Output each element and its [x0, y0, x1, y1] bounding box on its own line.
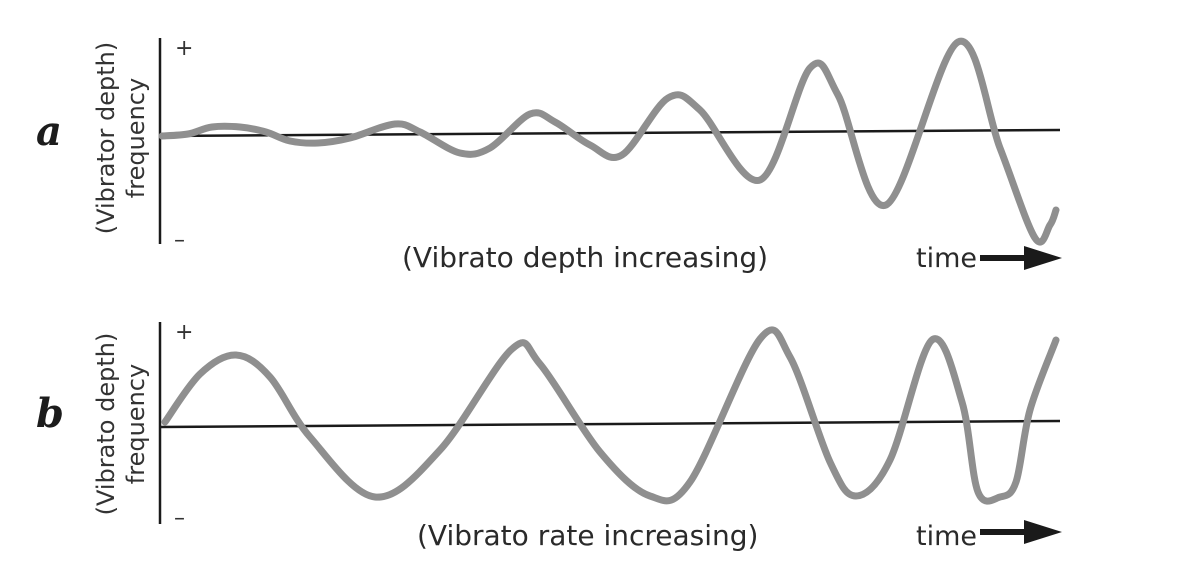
- panel-letter-b: b: [36, 390, 64, 437]
- caption-a: (Vibrato depth increasing): [402, 241, 769, 274]
- plus-sign-b: +: [175, 320, 194, 345]
- plus-sign-a: +: [175, 36, 194, 61]
- time-arrow-b: [980, 520, 1062, 544]
- panel-b: b (Vibrato depth) frequency + – (Vibrato…: [0, 282, 1200, 565]
- minus-sign-a: –: [174, 228, 185, 253]
- panel-a: a (Vibrator depth) frequency + – (Vibrat…: [0, 0, 1200, 282]
- caption-b: (Vibrato rate increasing): [417, 519, 759, 552]
- panel-letter-a: a: [36, 108, 62, 155]
- baseline-a: [159, 128, 1061, 138]
- wave-a: [158, 37, 1060, 246]
- time-arrow-a: [980, 246, 1062, 270]
- baseline-b: [159, 419, 1061, 429]
- plot-a: [158, 37, 1062, 270]
- time-label-a: time: [916, 243, 978, 274]
- plot-b: [158, 322, 1062, 544]
- minus-sign-b: –: [174, 506, 185, 531]
- wave-b: [161, 326, 1060, 505]
- time-label-b: time: [916, 521, 978, 552]
